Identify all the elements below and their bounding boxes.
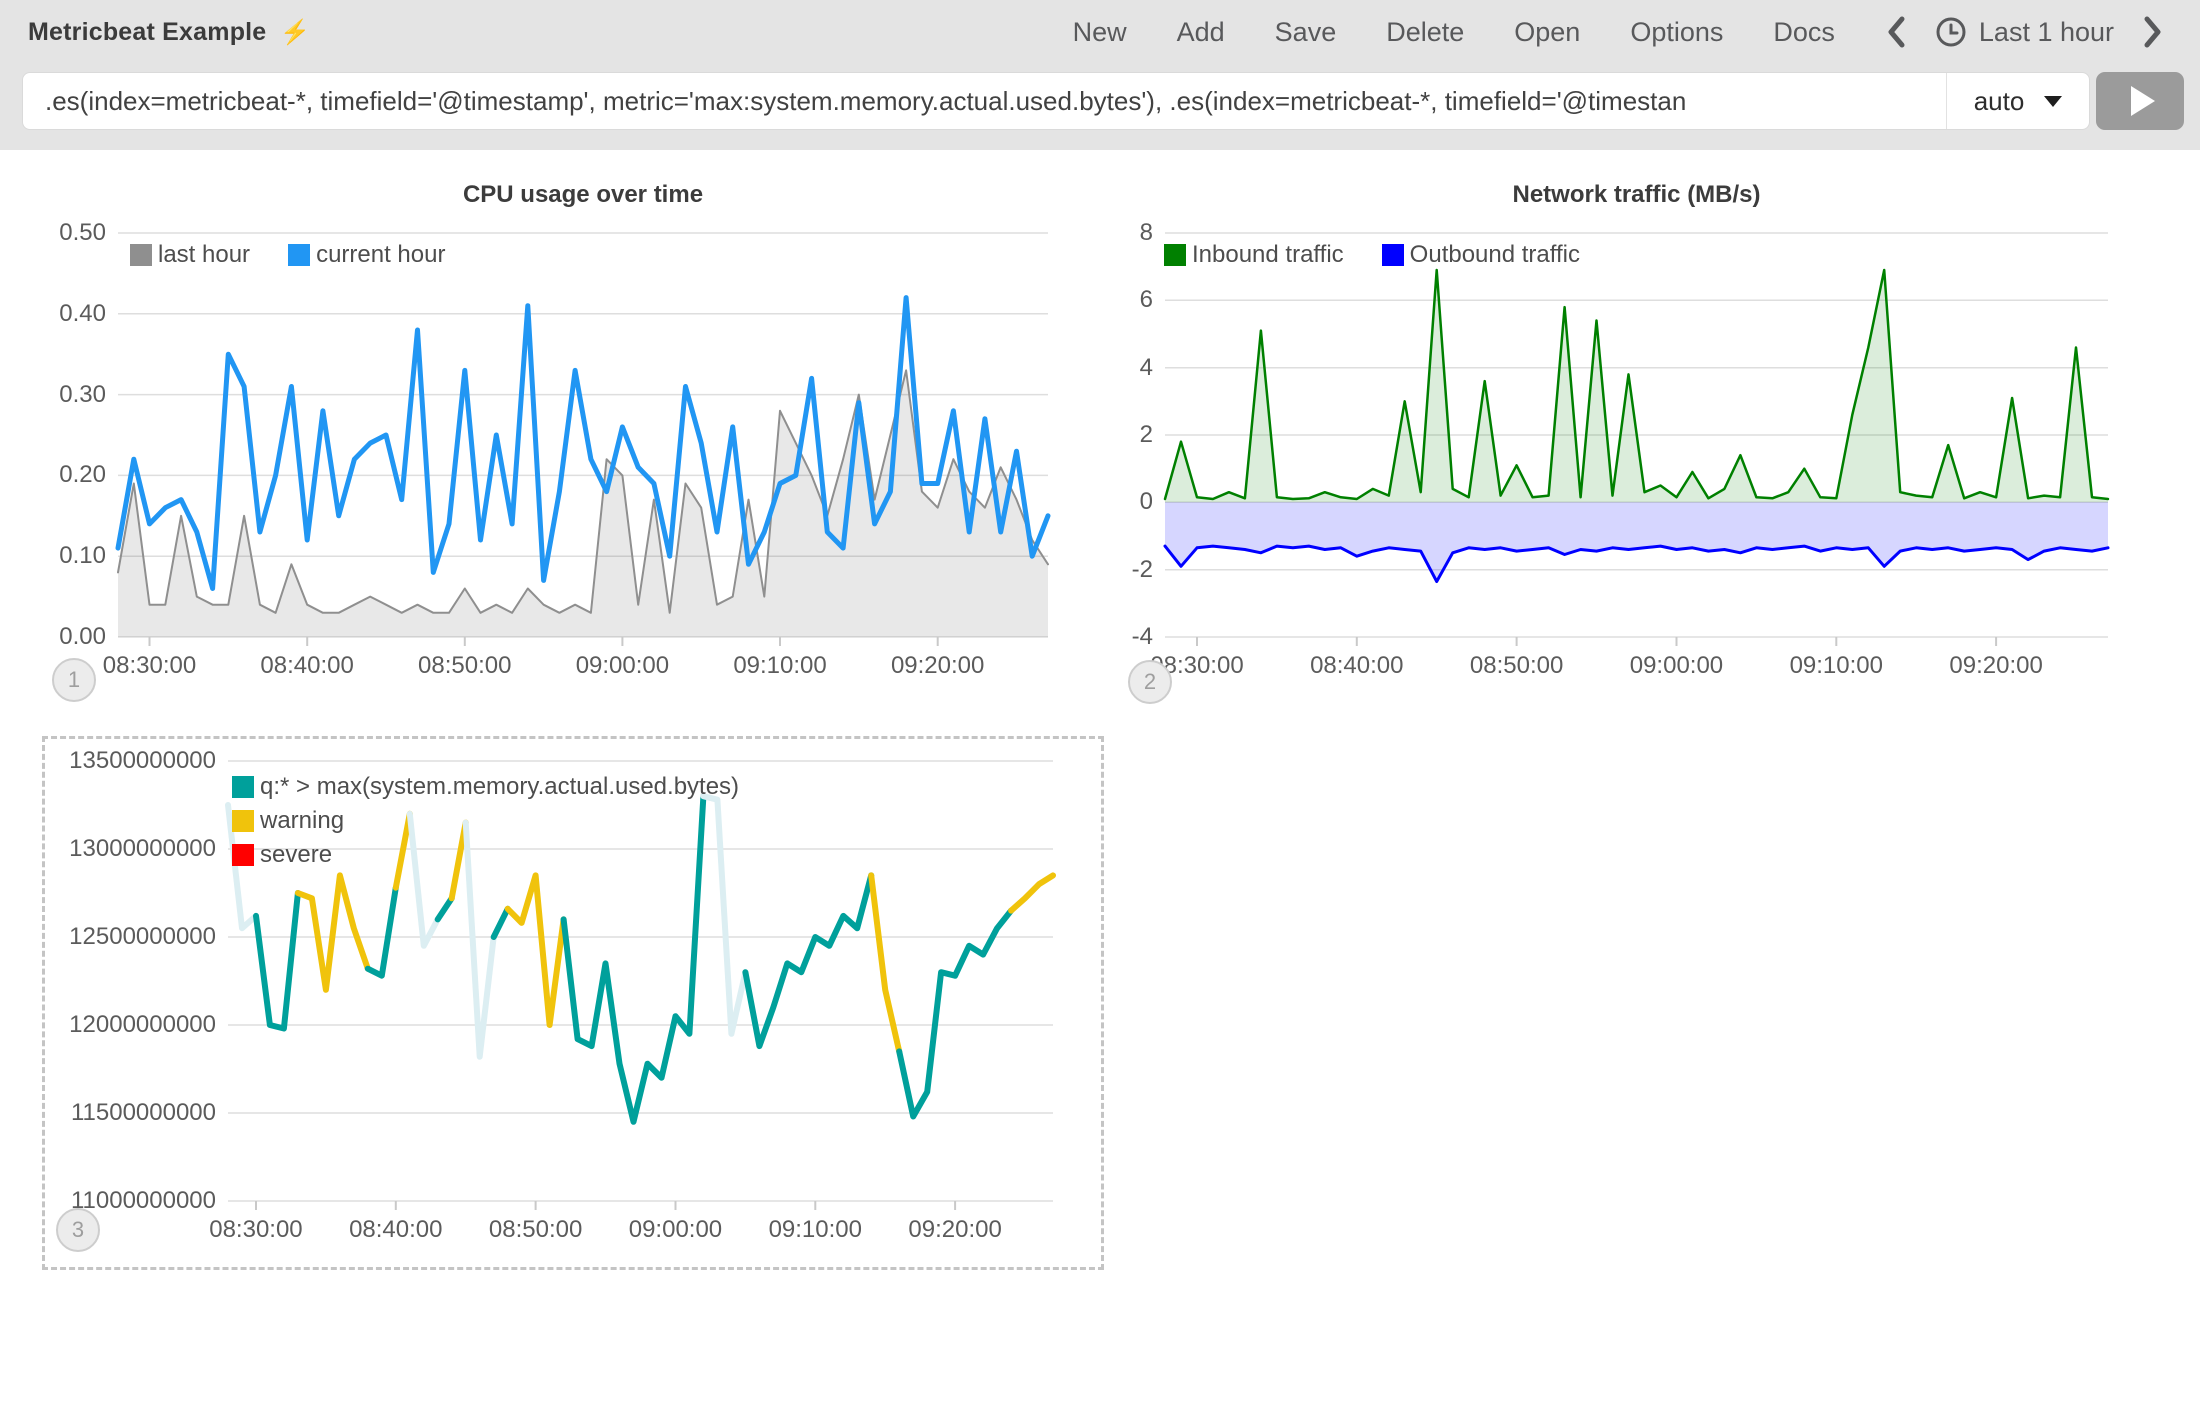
nav-item-save[interactable]: Save [1274,16,1337,47]
legend-item: warning [232,807,739,835]
x-tick-label: 09:20:00 [908,1216,1002,1243]
y-tick-label: 13000000000 [69,835,216,862]
x-tick-label: 08:50:00 [1469,652,1564,679]
y-tick-label: 12500000000 [69,923,216,950]
time-range-button[interactable]: Last 1 hour [1935,16,2114,48]
chart-title: Network traffic (MB/s) [1512,181,1761,208]
y-tick-label: 13500000000 [69,747,216,774]
chart-number-badge-3: 3 [56,1208,100,1252]
chart-panel-3[interactable]: 13500000000 13000000000 12500000000 1200000… [42,736,1104,1270]
x-tick-label: 08:30:00 [209,1216,303,1243]
chevron-left-icon[interactable] [1885,14,1907,50]
chart-panel-2[interactable]: Network traffic (MB/s) 8 6 4 2 0 -2 -4 08:30:00 0… [1128,175,2138,705]
legend-swatch [232,776,254,798]
y-tick-label: 0 [1139,488,1153,516]
lightning-bolt-icon: ⚡ [280,18,311,46]
chart-legend: q:* > max(system.memory.actual.used.byte… [232,773,739,869]
y-tick-label: 12000000000 [69,1011,216,1038]
legend-label: Outbound traffic [1409,241,1581,268]
y-tick-label: 0.10 [59,542,106,570]
legend-swatch [288,244,311,266]
chart-legend: Inbound traffic Outbound traffic [1164,241,1580,269]
legend-label: warning [260,807,345,834]
legend-item: last hour [130,241,250,269]
y-tick-label: 11500000000 [70,1099,216,1126]
nav-item-new[interactable]: New [1072,16,1127,47]
interval-value: auto [1973,85,2025,116]
toolbar: Metricbeat Example ⚡ New Add Save Delete… [0,0,2200,64]
y-tick-label: 2 [1139,421,1153,448]
nav-item-docs[interactable]: Docs [1773,16,1835,47]
x-tick-label: 09:10:00 [733,652,827,679]
legend-swatch [1164,244,1186,266]
y-tick-label: -4 [1131,623,1153,650]
x-tick-label: 09:00:00 [628,1216,723,1243]
x-tick-label: 08:40:00 [260,652,354,679]
legend-swatch [130,244,152,266]
y-tick-label: 0.20 [59,461,106,489]
chart-number-badge-2: 2 [1128,660,1172,704]
timelion-expression-input[interactable] [23,73,1946,129]
x-tick-label: 08:50:00 [488,1216,583,1243]
run-query-button[interactable] [2096,72,2184,130]
interval-select[interactable]: auto [1946,73,2089,129]
chevron-right-icon[interactable] [2142,14,2164,50]
chart-plot-area [225,760,1056,1210]
chart-title: CPU usage over time [462,181,704,208]
y-tick-label: -2 [1131,555,1153,583]
legend-item: q:* > max(system.memory.actual.used.byte… [232,773,739,801]
legend-item: severe [232,841,739,869]
y-tick-label: 0.40 [59,299,106,327]
chevron-down-icon [2044,95,2063,107]
x-tick-label: 09:10:00 [1789,652,1883,679]
clock-icon [1936,17,1966,47]
query-bar: auto [22,72,2090,130]
time-range-label: Last 1 hour [1978,16,2114,47]
x-tick-label: 08:40:00 [349,1216,443,1243]
y-tick-label: 0.30 [59,380,106,408]
chart-panel-1[interactable]: CPU usage over time 0.50 0.40 0.30 0.20 0.10 0… [30,175,1060,705]
y-tick-label: 0.50 [59,219,106,246]
legend-label: last hour [158,241,251,268]
legend-item: Inbound traffic [1164,241,1344,269]
y-tick-label: 4 [1139,353,1153,381]
legend-swatch [232,844,254,866]
legend-label: current hour [316,241,446,268]
legend-item: Outbound traffic [1381,241,1581,269]
app-title: Metricbeat Example [28,17,267,46]
legend-swatch [232,810,254,832]
legend-label: severe [260,841,333,868]
nav-item-open[interactable]: Open [1514,16,1581,47]
x-tick-label: 09:00:00 [575,652,670,679]
x-tick-label: 08:30:00 [102,652,197,679]
legend-swatch [1381,244,1404,266]
y-tick-label: 11000000000 [70,1187,216,1214]
y-tick-label: 6 [1139,286,1153,314]
nav-item-delete[interactable]: Delete [1386,16,1465,47]
nav-item-options[interactable]: Options [1630,16,1724,47]
y-tick-label: 8 [1139,219,1153,246]
play-icon [2131,86,2155,116]
chart-number-badge-1: 1 [52,658,96,702]
legend-item: current hour [288,241,445,269]
x-tick-label: 08:40:00 [1310,652,1404,679]
chart-plot-area [115,232,1051,646]
header-bar: Metricbeat Example ⚡ New Add Save Delete… [0,0,2200,150]
legend-label: Inbound traffic [1192,241,1344,268]
chart-legend: last hour current hour [130,241,445,269]
x-tick-label: 09:10:00 [768,1216,862,1243]
x-tick-label: 09:20:00 [1949,652,2043,679]
x-tick-label: 09:00:00 [1629,652,1724,679]
legend-label: q:* > max(system.memory.actual.used.byte… [260,773,740,800]
time-picker: Last 1 hour [1885,14,2164,50]
toolbar-nav: New Add Save Delete Open Options Docs [1073,17,1835,48]
y-tick-label: 0.00 [59,623,106,650]
x-tick-label: 08:50:00 [418,652,512,679]
nav-item-add[interactable]: Add [1176,16,1225,47]
x-tick-label: 09:20:00 [890,652,985,679]
chart-plot-area [1163,232,2110,646]
